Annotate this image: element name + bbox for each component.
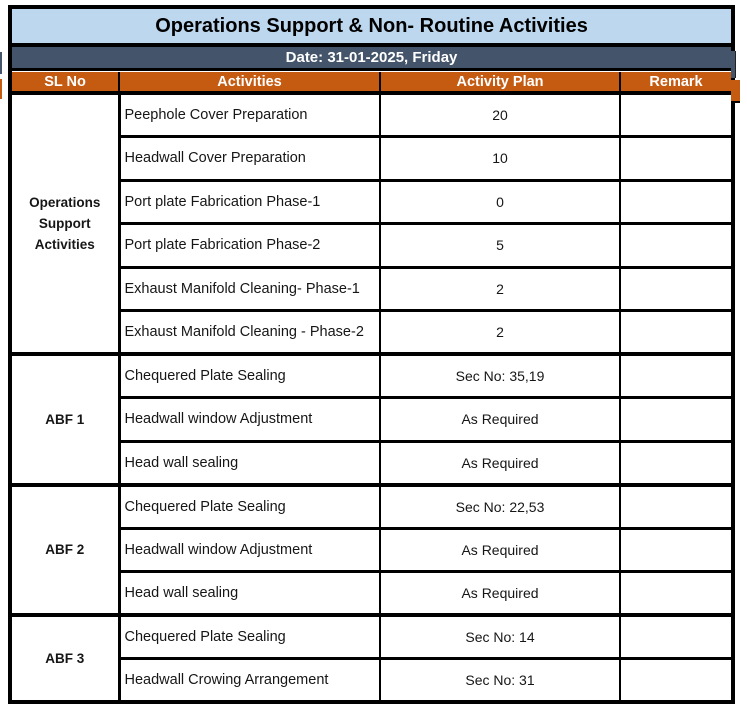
page-title: Operations Support & Non- Routine Activi… xyxy=(8,5,735,47)
left-edge-header-artifact xyxy=(0,79,2,99)
sl-no-cell: ABF 2 xyxy=(9,482,121,617)
column-header-remark: Remark xyxy=(618,72,735,95)
plan-cell: 5 xyxy=(379,222,621,269)
remark-cell xyxy=(619,396,735,443)
remark-cell xyxy=(619,265,735,312)
column-header-activities: Activities xyxy=(118,72,381,95)
activity-cell: Peephole Cover Preparation xyxy=(118,91,381,138)
activity-cell: Chequered Plate Sealing xyxy=(118,352,381,399)
plan-cell: 20 xyxy=(379,91,621,138)
activity-cell: Headwall Crowing Arrangement xyxy=(118,657,381,704)
table-row: ABF 2 Chequered Plate Sealing Sec No: 22,5… xyxy=(9,482,735,617)
table-row: Headwall Cover Preparation 10 xyxy=(10,135,735,182)
remark-cell xyxy=(619,439,735,486)
table-row: Headwall Crowing Arrangement Sec No: 31 xyxy=(10,657,735,704)
activity-cell: Exhaust Manifold Cleaning- Phase-1 xyxy=(118,265,381,312)
sl-no-cell: ABF 3 xyxy=(9,613,121,704)
remark-cell xyxy=(619,570,735,617)
activity-cell: Port plate Fabrication Phase-1 xyxy=(118,178,381,225)
activity-cell: Exhaust Manifold Cleaning - Phase-2 xyxy=(118,309,381,356)
left-edge-date-artifact xyxy=(0,52,2,74)
date-row: Date: 31-01-2025, Friday xyxy=(8,44,735,71)
remark-cell xyxy=(619,178,735,225)
remark-cell xyxy=(619,526,735,573)
date-bar: Date: 31-01-2025, Friday xyxy=(8,44,735,71)
table-row: Head wall sealing As Required xyxy=(10,570,735,617)
activity-cell: Headwall window Adjustment xyxy=(118,396,381,443)
remark-cell xyxy=(619,657,735,704)
remark-cell xyxy=(619,222,735,269)
remark-cell xyxy=(619,135,735,182)
activity-cell: Chequered Plate Sealing xyxy=(118,613,381,660)
remark-cell xyxy=(619,352,735,399)
column-header-activity-plan: Activity Plan xyxy=(379,72,621,95)
spacer xyxy=(10,69,734,72)
table-row: ABF 1 Chequered Plate Sealing Sec No: 35,1… xyxy=(9,352,735,486)
right-edge-date-artifact xyxy=(731,51,736,78)
plan-cell: 0 xyxy=(379,178,621,225)
title-row: Operations Support & Non- Routine Activi… xyxy=(8,5,735,47)
activity-cell: Chequered Plate Sealing xyxy=(118,482,381,530)
activity-cell: Headwall Cover Preparation xyxy=(118,135,381,182)
table-row: Port plate Fabrication Phase-1 0 xyxy=(10,178,735,225)
table-row: Exhaust Manifold Cleaning - Phase-2 2 xyxy=(10,309,735,356)
table-row: Headwall window Adjustment As Required xyxy=(10,396,735,443)
sl-no-cell: ABF 1 xyxy=(9,352,121,486)
plan-cell: 2 xyxy=(379,309,621,356)
remark-cell xyxy=(619,482,735,530)
activity-cell: Port plate Fabrication Phase-2 xyxy=(118,222,381,269)
plan-cell: As Required xyxy=(379,439,621,486)
activities-table: Operations Support & Non- Routine Activi… xyxy=(8,5,736,704)
column-header-row: SL No Activities Activity Plan Remark xyxy=(9,72,735,95)
table-row: Exhaust Manifold Cleaning- Phase-1 2 xyxy=(10,265,735,312)
activity-cell: Headwall window Adjustment xyxy=(118,526,381,573)
table-row: ABF 3 Chequered Plate Sealing Sec No: 14 xyxy=(9,613,735,704)
plan-cell: As Required xyxy=(379,396,621,443)
plan-cell: As Required xyxy=(379,526,621,573)
column-header-sl-no: SL No xyxy=(9,72,120,95)
remark-cell xyxy=(619,91,735,138)
table-row: Port plate Fabrication Phase-2 5 xyxy=(10,222,735,269)
plan-cell: Sec No: 31 xyxy=(379,657,621,704)
table-row: Operations Support Activities Peephole Co… xyxy=(9,91,735,356)
right-edge-header-artifact xyxy=(731,80,740,103)
plan-cell: 2 xyxy=(379,265,621,312)
plan-cell: Sec No: 14 xyxy=(379,613,621,660)
spacer-row xyxy=(10,69,734,72)
sl-no-cell: Operations Support Activities xyxy=(9,91,121,356)
activity-cell: Head wall sealing xyxy=(118,439,381,486)
activity-cell: Head wall sealing xyxy=(118,570,381,617)
plan-cell: Sec No: 35,19 xyxy=(379,352,621,399)
plan-cell: 10 xyxy=(379,135,621,182)
plan-cell: Sec No: 22,53 xyxy=(379,482,621,530)
table-body: Operations Support Activities Peephole Co… xyxy=(9,91,735,704)
remark-cell xyxy=(619,613,735,660)
table-row: Headwall window Adjustment As Required xyxy=(10,526,735,573)
table-row: Head wall sealing As Required xyxy=(10,439,735,486)
plan-cell: As Required xyxy=(379,570,621,617)
remark-cell xyxy=(619,309,735,356)
